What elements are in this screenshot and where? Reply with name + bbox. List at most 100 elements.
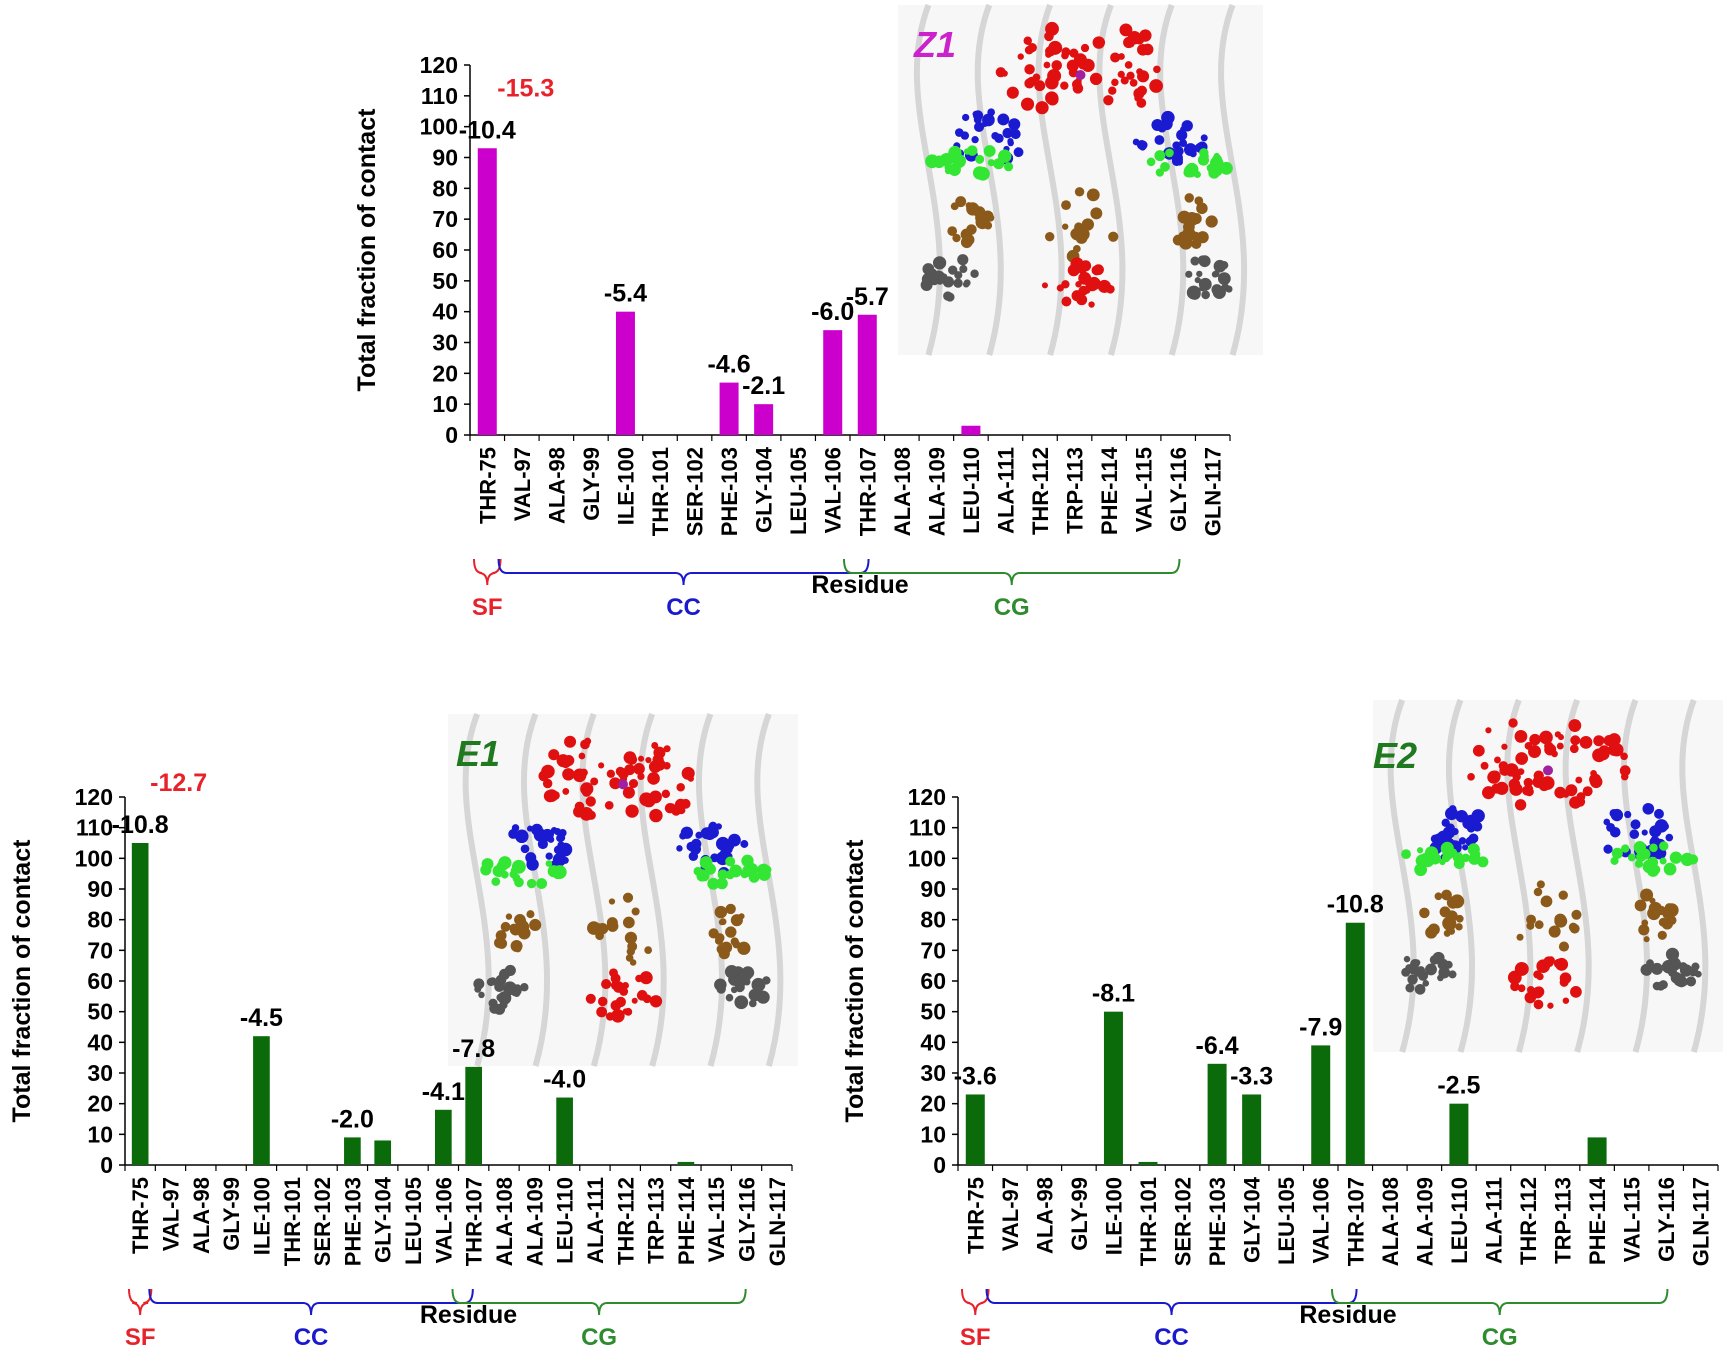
atom-red [1020, 97, 1035, 111]
atom-grey [495, 974, 507, 986]
atom-brown [1441, 889, 1452, 901]
bar-value-label: -10.4 [459, 116, 516, 144]
atom-brown [1640, 888, 1654, 902]
atom-green [1659, 841, 1669, 851]
x-tick-label: THR-101 [648, 447, 673, 536]
x-tick-label: TRP-113 [1551, 1177, 1576, 1264]
atom-red [612, 981, 625, 993]
atom-red [1482, 786, 1496, 800]
atom-red [651, 742, 659, 749]
atom-brown [714, 905, 728, 919]
atom-red [624, 1007, 633, 1016]
bar [1207, 1063, 1227, 1165]
atom-brown [718, 948, 730, 960]
y-tick-label: 30 [920, 1060, 946, 1086]
atom-brown [1190, 212, 1202, 225]
atom-red [596, 1006, 608, 1018]
atom-brown [1638, 924, 1650, 936]
atom-brown [737, 941, 751, 955]
atom-blue [691, 838, 702, 850]
atom-red [1515, 752, 1529, 765]
atom-blue [1448, 805, 1457, 813]
atom-red [579, 807, 594, 821]
molecular-structure-icon [1373, 698, 1723, 1053]
atom-green [1650, 864, 1661, 875]
y-tick-label: 110 [421, 83, 458, 109]
atom-grey [734, 995, 749, 1010]
atom-brown [595, 931, 604, 941]
atom-grey [1422, 980, 1430, 987]
bar-value-label: -2.0 [331, 1105, 374, 1133]
atom-grey [942, 276, 954, 288]
atom-blue [1654, 808, 1664, 819]
atom-brown [725, 926, 737, 938]
panel-title: E1 [456, 733, 500, 774]
atom-brown [625, 954, 634, 962]
atom-grey [724, 965, 739, 979]
atom-blue [557, 833, 566, 842]
atom-red [1044, 31, 1054, 42]
bar [556, 1097, 573, 1165]
atom-red [597, 996, 608, 1007]
x-tick-label: PHE-114 [1585, 1176, 1610, 1265]
y-tick-label: 50 [432, 268, 458, 294]
atom-blue [1445, 823, 1455, 833]
atom-brown [627, 941, 638, 952]
bar [465, 1066, 482, 1165]
x-tick-label: VAL-115 [1132, 447, 1157, 532]
ribbon-helix [462, 712, 492, 1067]
y-tick-label: 20 [87, 1091, 113, 1117]
y-tick-label: 80 [87, 907, 113, 933]
atom-grey [1198, 255, 1211, 268]
atom-red [601, 978, 612, 990]
region-label-cc: CC [294, 1324, 329, 1351]
atom-grey [730, 986, 738, 994]
atom-brown [1439, 906, 1451, 918]
atom-brown [1081, 218, 1095, 231]
x-tick-label: GLY-116 [735, 1177, 760, 1262]
atom-red [637, 772, 645, 781]
atom-red [1071, 79, 1082, 90]
atom-red [1034, 80, 1046, 92]
atom-red [1539, 730, 1553, 745]
atom-green [1461, 853, 1470, 863]
atom-red [566, 739, 574, 747]
y-tick-label: 30 [87, 1060, 113, 1086]
atom-green [1473, 850, 1481, 858]
atom-red [615, 996, 626, 1008]
region-label-cg: CG [1482, 1324, 1518, 1351]
atom-brown [715, 933, 725, 943]
y-tick-label: 40 [920, 1029, 946, 1055]
region-brace-cg [843, 558, 1181, 586]
y-tick-label: 70 [920, 937, 946, 963]
atom-red [995, 67, 1006, 78]
atom-red [1593, 735, 1605, 747]
atom-grey [725, 993, 734, 1002]
atom-red [609, 968, 618, 978]
atom-red [1620, 752, 1628, 761]
atom-red [1579, 736, 1593, 749]
atom-green [1669, 851, 1683, 864]
bar [477, 148, 497, 435]
atom-green [944, 167, 952, 175]
x-tick-label: VAL-115 [1620, 1177, 1645, 1262]
atom-brown [606, 920, 619, 932]
x-tick-label: LEU-110 [959, 447, 984, 534]
atom-red [1533, 970, 1542, 979]
y-tick-label: 0 [100, 1152, 113, 1178]
atom-green [1439, 858, 1446, 866]
atom-brown [1554, 914, 1568, 928]
atom-blue [1462, 844, 1469, 851]
atom-grey [1199, 284, 1206, 292]
atom-red [674, 798, 687, 811]
x-tick-label: LEU-105 [1274, 1177, 1299, 1265]
atom-grey [489, 1003, 501, 1014]
ion-atom [618, 779, 628, 790]
atom-blue [1189, 150, 1197, 158]
atom-blue [972, 110, 984, 121]
x-tick-label: GLY-99 [579, 447, 604, 521]
x-tick-label: THR-112 [613, 1177, 638, 1265]
atom-brown [1540, 898, 1549, 907]
ion-atom [1543, 765, 1553, 776]
bar-value-label: -6.4 [1196, 1032, 1239, 1060]
